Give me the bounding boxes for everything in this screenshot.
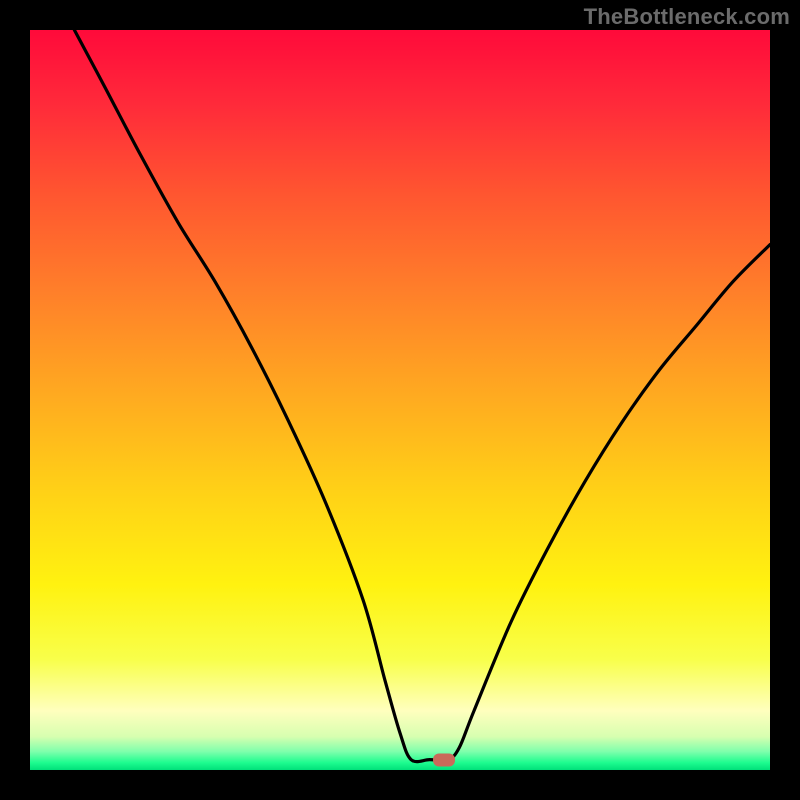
- bottleneck-chart: [30, 30, 770, 770]
- bottleneck-curve: [30, 30, 770, 770]
- optimum-marker: [433, 753, 455, 766]
- watermark-text: TheBottleneck.com: [584, 4, 790, 30]
